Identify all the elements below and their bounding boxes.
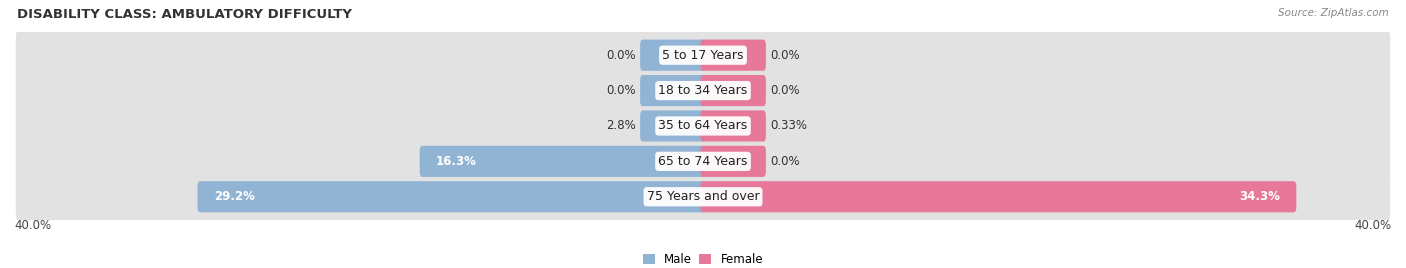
FancyBboxPatch shape [15, 132, 1391, 191]
Text: 0.0%: 0.0% [606, 84, 636, 97]
Text: 34.3%: 34.3% [1239, 190, 1279, 203]
Text: 40.0%: 40.0% [14, 219, 51, 232]
FancyBboxPatch shape [700, 75, 766, 106]
FancyBboxPatch shape [700, 40, 766, 71]
FancyBboxPatch shape [419, 146, 706, 177]
FancyBboxPatch shape [15, 25, 1391, 85]
Text: 0.0%: 0.0% [770, 49, 800, 62]
FancyBboxPatch shape [15, 61, 1391, 120]
Text: 0.0%: 0.0% [606, 49, 636, 62]
Legend: Male, Female: Male, Female [643, 253, 763, 266]
Text: 18 to 34 Years: 18 to 34 Years [658, 84, 748, 97]
FancyBboxPatch shape [15, 96, 1391, 156]
Text: 65 to 74 Years: 65 to 74 Years [658, 155, 748, 168]
Text: 0.33%: 0.33% [770, 120, 807, 132]
FancyBboxPatch shape [197, 181, 706, 212]
Text: 0.0%: 0.0% [770, 84, 800, 97]
Text: 35 to 64 Years: 35 to 64 Years [658, 120, 748, 132]
FancyBboxPatch shape [640, 75, 706, 106]
Text: 40.0%: 40.0% [1355, 219, 1392, 232]
Text: 0.0%: 0.0% [770, 155, 800, 168]
Text: 16.3%: 16.3% [436, 155, 477, 168]
FancyBboxPatch shape [700, 146, 766, 177]
Text: 2.8%: 2.8% [606, 120, 636, 132]
Text: 29.2%: 29.2% [214, 190, 254, 203]
FancyBboxPatch shape [640, 40, 706, 71]
Text: 5 to 17 Years: 5 to 17 Years [662, 49, 744, 62]
FancyBboxPatch shape [700, 110, 766, 142]
Text: 75 Years and over: 75 Years and over [647, 190, 759, 203]
Text: Source: ZipAtlas.com: Source: ZipAtlas.com [1278, 8, 1389, 18]
FancyBboxPatch shape [640, 110, 706, 142]
Text: DISABILITY CLASS: AMBULATORY DIFFICULTY: DISABILITY CLASS: AMBULATORY DIFFICULTY [17, 8, 352, 21]
FancyBboxPatch shape [700, 181, 1296, 212]
FancyBboxPatch shape [15, 167, 1391, 226]
